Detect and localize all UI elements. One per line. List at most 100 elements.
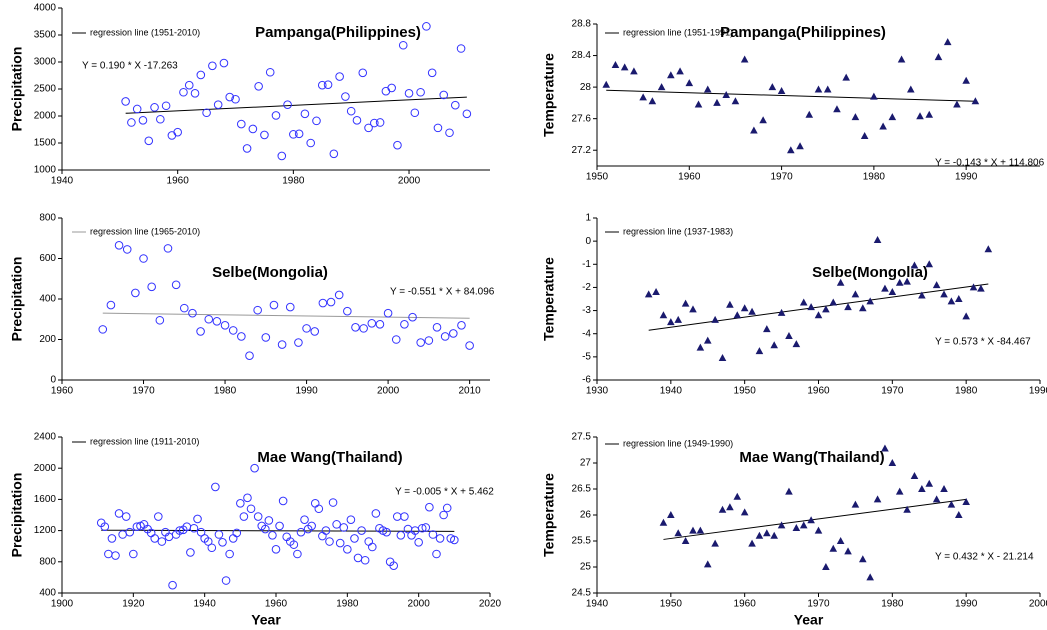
data-point [326, 297, 336, 307]
data-point [317, 80, 327, 90]
data-point [916, 112, 924, 120]
data-point [221, 576, 231, 585]
y-tick-label: 400 [39, 294, 56, 305]
data-point [748, 539, 756, 547]
x-tick-label: 1960 [51, 386, 74, 397]
data-point [321, 526, 331, 535]
data-point [718, 354, 727, 362]
data-point [457, 321, 466, 330]
data-point [219, 58, 229, 68]
data-point [196, 527, 206, 537]
data-point [184, 80, 194, 90]
data-point [689, 526, 697, 534]
legend-label: regression line (1951-1991) [623, 27, 733, 37]
y-tick-label: 1 [585, 213, 591, 224]
y-tick-label: 27.6 [572, 113, 592, 124]
x-tick-label: 1990 [955, 172, 978, 183]
data-point [193, 514, 202, 524]
data-point [196, 327, 205, 336]
data-point [245, 351, 254, 361]
data-point [851, 500, 860, 508]
data-point [132, 104, 142, 114]
regression-equation: Y = 0.432 * X - 21.214 [935, 552, 1034, 563]
data-point [417, 523, 427, 533]
data-point [228, 534, 238, 543]
data-point [943, 38, 952, 46]
y-tick-label: -5 [582, 351, 591, 362]
data-point [264, 516, 274, 525]
data-point [125, 527, 135, 537]
data-point [750, 126, 758, 134]
y-tick-label: 28.4 [572, 50, 592, 61]
data-point [242, 144, 252, 153]
data-point [822, 563, 830, 570]
data-point [121, 512, 131, 521]
data-point [962, 312, 970, 320]
data-point [740, 55, 749, 63]
data-point [703, 336, 712, 344]
x-tick-label: 1950 [660, 599, 683, 610]
data-point [888, 288, 897, 296]
data-point [261, 524, 270, 534]
data-point [873, 235, 882, 243]
data-point [294, 129, 304, 139]
data-point [190, 89, 200, 98]
data-point [726, 503, 734, 511]
data-point [196, 70, 206, 80]
data-point [107, 534, 117, 543]
data-point [375, 118, 385, 127]
data-point [167, 131, 177, 140]
data-point [962, 76, 970, 84]
y-tick-label: 200 [39, 334, 56, 345]
data-point [220, 321, 230, 330]
data-point [367, 319, 377, 328]
data-point [895, 278, 904, 286]
data-point [98, 325, 108, 334]
x-tick-label: 1990 [1029, 386, 1047, 397]
data-point [903, 505, 911, 513]
x-tick-label: 1970 [807, 599, 830, 610]
data-point [681, 537, 690, 544]
data-point [895, 487, 904, 495]
data-point [718, 505, 727, 513]
data-point [763, 529, 771, 537]
data-point [829, 544, 838, 552]
data-point [104, 549, 113, 559]
y-axis-label: Temperature [541, 53, 557, 137]
data-point [449, 329, 458, 338]
x-tick-label: 1960 [265, 599, 288, 610]
data-point [836, 278, 845, 286]
x-axis-label: Year [251, 612, 281, 628]
y-axis-label: Temperature [541, 257, 557, 341]
data-point [225, 549, 234, 559]
y-tick-label: 28.8 [572, 19, 592, 30]
data-point [792, 340, 801, 348]
data-point [314, 504, 324, 514]
y-tick-label: 2400 [34, 432, 57, 443]
data-point [947, 500, 956, 508]
data-point [630, 67, 638, 75]
legend-label: regression line (1937-1983) [623, 226, 733, 236]
data-point [329, 149, 339, 159]
data-point [353, 553, 363, 563]
x-tick-label: 2000 [398, 176, 421, 187]
data-point [659, 311, 668, 319]
data-point [396, 530, 406, 540]
data-point [261, 333, 271, 342]
y-tick-label: 27.2 [572, 145, 592, 156]
y-tick-label: 3000 [34, 57, 57, 68]
data-point [371, 509, 381, 518]
y-tick-label: -6 [582, 375, 591, 386]
data-point [450, 535, 459, 545]
data-point [925, 260, 934, 268]
data-point [173, 127, 182, 137]
data-point [652, 288, 660, 296]
regression-equation: Y = -0.551 * X + 84.096 [390, 287, 495, 298]
y-tick-label: 1200 [34, 525, 57, 536]
legend-label: regression line (1911-2010) [90, 436, 199, 446]
x-tick-label: 1940 [51, 176, 74, 187]
legend-label: regression line (1951-2010) [90, 27, 200, 37]
data-point [866, 297, 874, 305]
y-tick-label: -4 [582, 328, 591, 339]
data-point [254, 82, 263, 91]
